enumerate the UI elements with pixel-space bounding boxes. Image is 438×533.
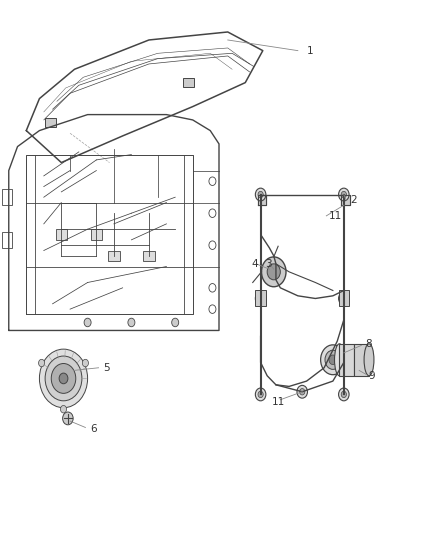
Circle shape bbox=[39, 349, 88, 408]
Circle shape bbox=[51, 364, 76, 393]
Circle shape bbox=[255, 388, 266, 401]
Bar bbox=[143, 251, 155, 261]
Circle shape bbox=[325, 350, 341, 369]
Text: 6: 6 bbox=[90, 424, 96, 434]
Circle shape bbox=[45, 356, 82, 401]
Circle shape bbox=[339, 388, 349, 401]
Circle shape bbox=[329, 355, 337, 365]
Circle shape bbox=[258, 191, 263, 198]
Circle shape bbox=[255, 292, 266, 305]
Circle shape bbox=[261, 257, 286, 287]
Bar bbox=[56, 229, 67, 240]
Bar bbox=[2, 232, 12, 248]
Circle shape bbox=[297, 385, 307, 398]
Bar bbox=[354, 344, 369, 376]
Text: 11: 11 bbox=[328, 211, 342, 221]
Bar bbox=[339, 290, 349, 306]
Circle shape bbox=[59, 373, 68, 384]
Circle shape bbox=[258, 391, 263, 398]
Bar bbox=[2, 189, 12, 205]
Bar bbox=[255, 290, 266, 306]
Text: 4: 4 bbox=[252, 259, 258, 269]
Circle shape bbox=[63, 412, 73, 425]
Polygon shape bbox=[258, 195, 266, 205]
Polygon shape bbox=[341, 195, 350, 205]
Circle shape bbox=[128, 318, 135, 327]
Circle shape bbox=[255, 188, 266, 201]
Circle shape bbox=[300, 389, 305, 395]
Circle shape bbox=[172, 318, 179, 327]
Text: 9: 9 bbox=[368, 371, 374, 381]
Circle shape bbox=[339, 188, 349, 201]
Bar bbox=[339, 344, 354, 376]
Circle shape bbox=[341, 391, 346, 398]
Text: 2: 2 bbox=[350, 195, 357, 205]
Circle shape bbox=[341, 295, 346, 302]
Bar bbox=[45, 118, 56, 127]
Circle shape bbox=[339, 292, 349, 305]
Circle shape bbox=[84, 318, 91, 327]
Circle shape bbox=[267, 264, 280, 280]
Text: 3: 3 bbox=[265, 259, 272, 269]
Text: 5: 5 bbox=[103, 363, 110, 373]
Bar bbox=[108, 251, 120, 261]
Text: 8: 8 bbox=[366, 339, 372, 349]
Circle shape bbox=[321, 345, 345, 375]
Circle shape bbox=[341, 191, 346, 198]
Bar bbox=[183, 78, 194, 87]
Text: 11: 11 bbox=[272, 398, 285, 407]
Circle shape bbox=[39, 359, 45, 367]
Circle shape bbox=[258, 295, 263, 302]
Ellipse shape bbox=[335, 344, 344, 376]
Bar bbox=[91, 229, 102, 240]
Ellipse shape bbox=[364, 344, 374, 376]
Text: 1: 1 bbox=[307, 46, 313, 55]
Circle shape bbox=[82, 359, 88, 367]
Circle shape bbox=[60, 406, 67, 413]
